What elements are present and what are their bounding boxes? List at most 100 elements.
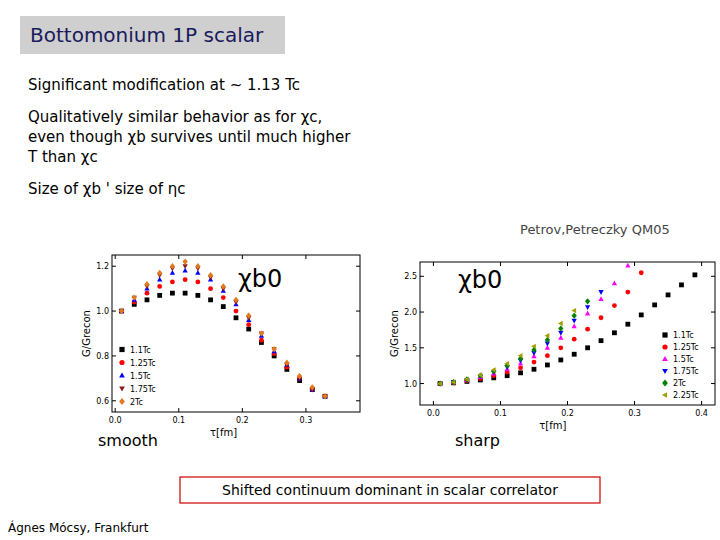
point xyxy=(208,286,213,291)
y-tick-label: 1.5 xyxy=(404,344,417,353)
legend-label: 1.25Tc xyxy=(673,343,699,352)
x-tick xyxy=(305,408,306,412)
point xyxy=(195,280,200,285)
point xyxy=(170,263,175,269)
point xyxy=(451,379,456,384)
y-axis-label: G/Grecon xyxy=(389,310,400,357)
point xyxy=(259,330,264,336)
point xyxy=(518,353,523,358)
point xyxy=(612,281,617,286)
x-tick-label: 0.4 xyxy=(695,409,708,418)
point xyxy=(195,263,200,269)
series xyxy=(438,270,644,386)
x-tick xyxy=(701,401,702,405)
legend-label: 1.75Tc xyxy=(673,367,699,376)
y-tick xyxy=(356,355,360,356)
y-tick-label: 1.0 xyxy=(96,307,109,316)
plot-frame xyxy=(420,262,715,405)
chart: 0.00.10.20.30.60.81.01.2τ[fm]G/Greconχb0… xyxy=(81,255,360,438)
x-tick-label: 0.0 xyxy=(427,409,440,418)
point xyxy=(585,345,590,350)
point xyxy=(233,297,238,303)
point xyxy=(572,337,577,342)
legend-label: 1.75Tc xyxy=(130,385,156,394)
point xyxy=(157,284,162,289)
point xyxy=(144,281,149,287)
legend-label: 1.1Tc xyxy=(130,346,151,355)
point xyxy=(323,394,328,399)
legend-marker xyxy=(662,344,667,349)
point xyxy=(531,344,536,349)
point xyxy=(585,305,590,310)
point xyxy=(145,291,150,296)
legend-marker xyxy=(662,392,667,398)
x-axis-label: τ[fm] xyxy=(539,420,566,431)
x-tick xyxy=(178,255,179,259)
point xyxy=(639,313,644,318)
point xyxy=(464,377,469,382)
x-tick xyxy=(115,408,116,412)
caption: smooth xyxy=(98,431,158,450)
x-tick xyxy=(634,262,635,266)
x-tick xyxy=(433,401,434,405)
legend-marker xyxy=(119,386,125,391)
legend-marker xyxy=(119,347,124,352)
series xyxy=(437,263,630,386)
point xyxy=(221,304,226,309)
y-tick xyxy=(112,311,116,312)
y-tick-label: 2.0 xyxy=(404,308,417,317)
legend-label: 2.25Tc xyxy=(673,391,699,400)
point xyxy=(558,321,563,326)
point xyxy=(157,293,162,298)
point xyxy=(310,384,315,390)
point xyxy=(545,363,550,368)
y-tick xyxy=(420,383,424,384)
data-group xyxy=(119,259,328,400)
bullet-line: Significant modification at ~ 1.13 Tc xyxy=(28,76,300,94)
y-tick-label: 2.5 xyxy=(404,272,417,281)
x-tick xyxy=(701,262,702,266)
x-tick xyxy=(242,408,243,412)
caption: sharp xyxy=(455,431,500,450)
point xyxy=(438,381,443,386)
point xyxy=(195,293,200,298)
point xyxy=(451,379,456,385)
point xyxy=(438,381,443,386)
point xyxy=(322,393,327,399)
x-tick xyxy=(567,401,568,405)
point xyxy=(183,277,188,282)
point xyxy=(504,361,509,366)
point xyxy=(625,290,630,295)
y-tick xyxy=(711,312,715,313)
x-tick xyxy=(178,408,179,412)
point xyxy=(558,358,563,363)
series xyxy=(437,290,603,386)
point xyxy=(246,322,251,327)
point xyxy=(208,297,213,302)
point xyxy=(572,352,577,357)
chart: 0.00.10.20.30.41.01.52.02.5τ[fm]G/Grecon… xyxy=(389,262,715,431)
y-tick xyxy=(420,312,424,313)
note-box xyxy=(180,477,600,503)
point xyxy=(491,368,496,374)
point xyxy=(157,270,162,276)
point xyxy=(477,372,482,377)
legend: 1.1Tc1.25Tc1.5Tc1.75Tc2Tc xyxy=(119,346,156,407)
bullet-line: T than χc xyxy=(27,148,98,166)
y-tick xyxy=(420,347,424,348)
legend-label: 1.25Tc xyxy=(130,359,156,368)
x-tick xyxy=(500,401,501,405)
point xyxy=(599,315,604,320)
point xyxy=(119,309,124,314)
point xyxy=(652,303,657,308)
point xyxy=(518,365,523,370)
legend-label: 2Tc xyxy=(673,379,686,388)
point xyxy=(572,319,577,324)
point xyxy=(545,333,550,338)
series xyxy=(119,277,327,398)
point xyxy=(639,270,644,275)
x-tick-label: 0.1 xyxy=(494,409,507,418)
point xyxy=(208,272,213,278)
point xyxy=(518,370,523,375)
y-tick-label: 0.8 xyxy=(96,352,109,361)
